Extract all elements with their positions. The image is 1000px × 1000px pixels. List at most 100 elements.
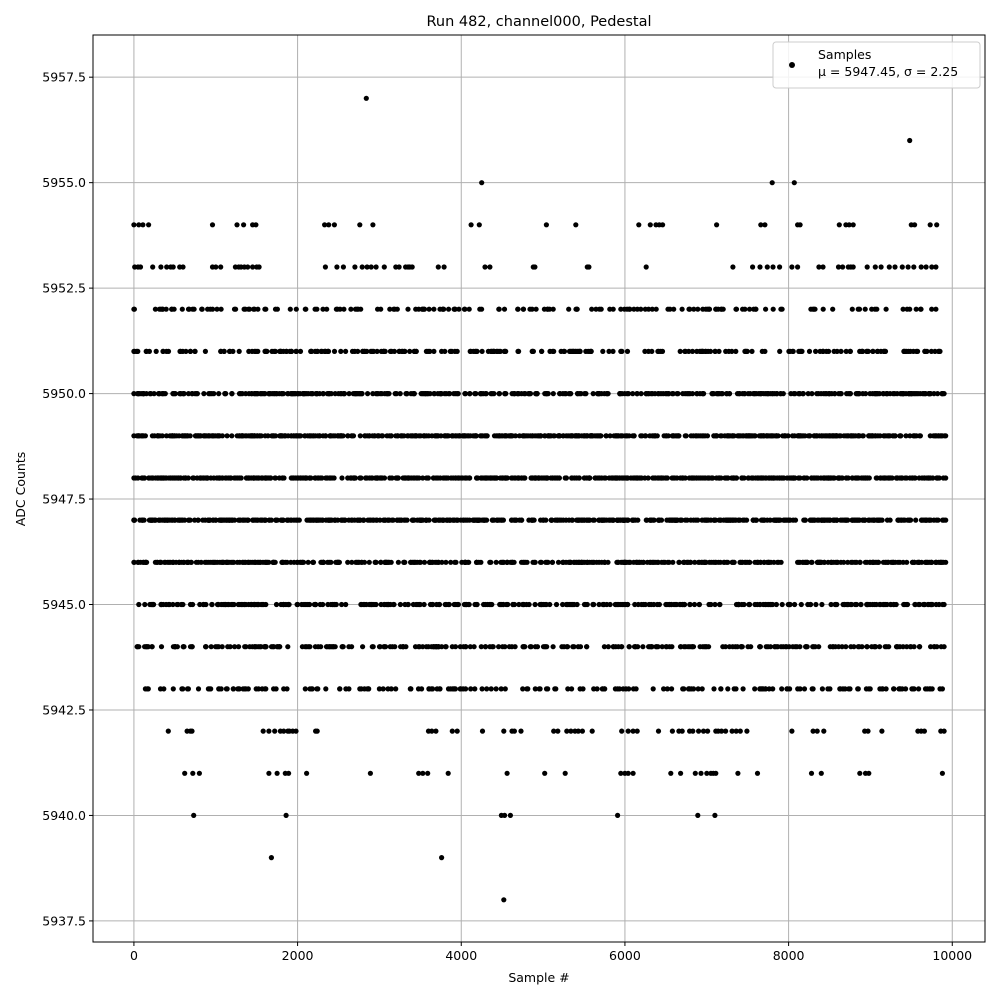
data-point xyxy=(337,686,343,692)
data-point xyxy=(695,306,701,312)
data-point xyxy=(691,475,697,481)
data-point xyxy=(554,475,560,481)
data-point xyxy=(180,601,186,608)
data-point xyxy=(370,644,376,650)
data-point xyxy=(764,264,770,270)
data-point xyxy=(443,433,449,439)
data-point xyxy=(941,391,947,397)
data-point xyxy=(317,433,323,439)
data-point xyxy=(574,475,580,481)
data-point xyxy=(533,391,539,397)
data-point xyxy=(600,686,606,692)
data-point xyxy=(560,559,566,565)
data-point xyxy=(621,306,628,312)
data-point xyxy=(303,306,309,312)
data-point xyxy=(137,264,144,270)
data-point xyxy=(809,391,815,397)
data-point xyxy=(177,391,183,397)
x-tick-label: 8000 xyxy=(773,948,805,963)
data-point xyxy=(327,433,333,439)
data-point xyxy=(209,391,215,397)
data-point xyxy=(850,559,856,565)
data-point xyxy=(268,517,274,523)
data-point xyxy=(819,686,826,692)
data-point xyxy=(737,728,743,734)
data-point xyxy=(602,559,608,565)
data-point xyxy=(443,517,450,523)
data-point xyxy=(339,601,345,608)
data-point xyxy=(365,391,371,397)
data-point xyxy=(319,348,325,354)
data-point xyxy=(172,644,178,650)
data-point xyxy=(457,433,463,439)
data-point xyxy=(930,433,937,439)
data-point xyxy=(286,770,292,776)
data-point xyxy=(856,644,862,650)
data-point xyxy=(682,348,689,354)
data-point xyxy=(630,728,636,734)
data-point xyxy=(801,475,807,481)
data-point xyxy=(222,391,228,397)
x-tick-label: 2000 xyxy=(282,948,314,963)
data-point xyxy=(418,517,424,523)
data-point xyxy=(735,601,741,608)
data-point xyxy=(170,264,176,270)
data-point xyxy=(931,391,937,397)
data-point xyxy=(453,601,459,608)
data-point xyxy=(916,686,922,692)
data-point xyxy=(484,686,490,692)
data-point xyxy=(943,433,949,439)
data-point xyxy=(624,391,630,397)
data-point xyxy=(314,686,320,692)
data-point xyxy=(530,517,536,523)
data-point xyxy=(283,601,289,608)
data-point xyxy=(733,306,740,312)
data-point xyxy=(738,644,744,650)
data-point xyxy=(586,264,592,270)
data-point xyxy=(352,264,358,270)
data-point xyxy=(521,601,527,608)
data-point xyxy=(659,644,665,650)
data-point xyxy=(373,391,379,397)
data-point xyxy=(642,306,648,312)
data-point xyxy=(770,475,777,481)
data-point xyxy=(187,348,193,354)
data-point xyxy=(310,559,317,565)
data-point xyxy=(496,517,502,523)
data-point xyxy=(575,644,581,650)
data-point xyxy=(262,686,268,692)
data-point xyxy=(818,517,825,523)
data-point xyxy=(319,475,325,481)
data-point xyxy=(560,433,566,439)
data-point xyxy=(261,517,268,523)
data-point xyxy=(869,644,875,650)
data-point xyxy=(448,559,454,565)
data-point xyxy=(312,306,318,312)
data-point xyxy=(595,391,601,397)
data-point xyxy=(873,644,879,650)
data-point xyxy=(864,475,870,481)
data-point xyxy=(443,644,449,650)
data-point xyxy=(749,348,755,354)
data-point xyxy=(400,644,406,650)
data-point xyxy=(919,517,925,523)
data-point xyxy=(238,433,244,439)
data-point xyxy=(219,559,225,565)
legend-frame xyxy=(772,41,981,89)
data-point xyxy=(274,770,280,776)
data-point xyxy=(172,475,178,481)
data-point xyxy=(739,559,745,565)
data-point xyxy=(638,475,644,481)
data-point xyxy=(527,644,533,650)
data-point xyxy=(543,222,550,228)
data-point xyxy=(777,264,783,270)
data-point xyxy=(270,644,276,650)
data-point xyxy=(690,728,696,734)
data-point xyxy=(665,433,671,439)
data-point xyxy=(672,475,678,481)
data-point xyxy=(891,686,897,692)
data-point xyxy=(744,728,750,734)
data-point xyxy=(542,770,548,776)
data-point xyxy=(473,433,479,439)
data-point xyxy=(624,348,631,354)
